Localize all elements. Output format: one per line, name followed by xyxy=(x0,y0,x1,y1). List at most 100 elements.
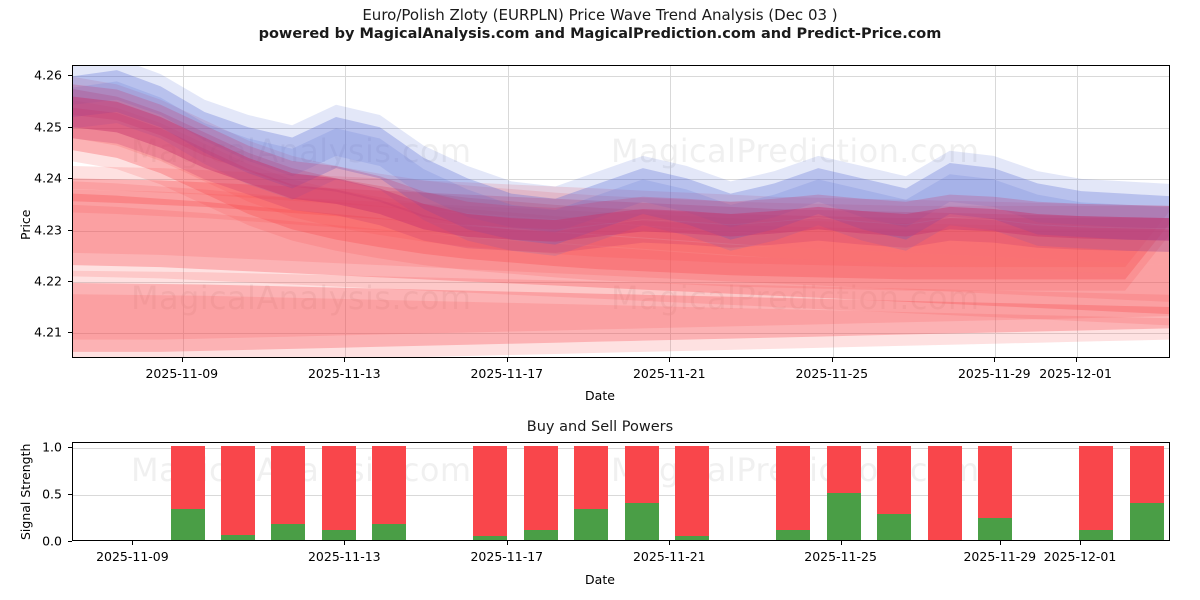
power-bar-sell-segment xyxy=(220,445,255,536)
power-bar-sell-segment xyxy=(978,445,1013,519)
page-title: Euro/Polish Zloty (EURPLN) Price Wave Tr… xyxy=(362,6,838,24)
price-gridline-v xyxy=(182,66,184,357)
wave-band-red-band-4-echo1 xyxy=(73,270,1169,340)
price-y-tick-mark xyxy=(68,332,72,334)
power-bar-buy-segment xyxy=(372,524,407,540)
price-wave-bands xyxy=(73,66,1169,357)
power-bar xyxy=(877,445,912,540)
power-gridline-h xyxy=(73,447,1169,449)
power-bar xyxy=(927,445,962,540)
wave-band-red-band-2-echo0 xyxy=(73,189,1169,277)
power-bar-buy-segment xyxy=(877,513,912,540)
price-wave-chart: MagicalAnalysis.com MagicalPrediction.co… xyxy=(72,65,1170,358)
power-x-tick-label: 2025-11-21 xyxy=(632,549,706,564)
power-bar-buy-segment xyxy=(826,492,861,540)
price-gridline-v xyxy=(670,66,672,357)
power-bar xyxy=(171,445,206,540)
power-bar-sell-segment xyxy=(271,445,306,524)
power-bar-sell-segment xyxy=(1129,445,1164,504)
power-bar xyxy=(675,445,710,540)
price-y-tick-mark xyxy=(68,280,72,282)
price-gridline-h xyxy=(73,333,1169,335)
power-x-tick-label: 2025-12-01 xyxy=(1043,549,1117,564)
power-bar xyxy=(321,445,356,540)
price-x-tick-label: 2025-11-13 xyxy=(307,366,381,381)
wave-band-blue-band-echo0 xyxy=(73,81,1169,256)
power-bar-sell-segment xyxy=(1079,445,1114,530)
power-bar-buy-segment xyxy=(171,508,206,540)
wave-band-red-band-3-echo0 xyxy=(73,204,1169,326)
price-y-tick-mark xyxy=(68,126,72,128)
power-x-tick-mark xyxy=(840,541,842,545)
price-gridline-v xyxy=(345,66,347,357)
power-chart-title: Buy and Sell Powers xyxy=(526,419,674,435)
page-subtitle: powered by MagicalAnalysis.com and Magic… xyxy=(258,26,942,42)
chart-title-block: Euro/Polish Zloty (EURPLN) Price Wave Tr… xyxy=(0,6,1200,44)
power-x-tick-mark xyxy=(999,541,1001,545)
price-x-tick-mark xyxy=(1075,358,1077,362)
power-bar-buy-segment xyxy=(271,524,306,540)
price-gridline-h xyxy=(73,281,1169,283)
wave-band-magenta-core xyxy=(73,96,1169,242)
power-x-tick-label: 2025-11-25 xyxy=(804,549,877,564)
power-bar xyxy=(978,445,1013,540)
power-bar-buy-segment xyxy=(1129,503,1164,540)
power-bar xyxy=(574,445,609,540)
power-bar-buy-segment xyxy=(1079,529,1114,540)
power-x-tick-label: 2025-11-13 xyxy=(307,549,381,564)
price-gridline-h xyxy=(73,76,1169,78)
power-x-tick-mark xyxy=(344,541,346,545)
price-y-tick-label: 4.25 xyxy=(34,119,62,135)
wave-band-red-band-1 xyxy=(73,88,1169,280)
power-bar-buy-segment xyxy=(574,508,609,540)
power-bar-sell-segment xyxy=(523,445,558,530)
power-y-tick-label: 0.0 xyxy=(42,533,62,549)
price-y-tick-label: 4.26 xyxy=(34,67,62,83)
price-y-tick-label: 4.21 xyxy=(34,324,62,340)
power-bar-sell-segment xyxy=(321,445,356,530)
power-y-tick-mark xyxy=(68,446,72,448)
power-bar-sell-segment xyxy=(171,445,206,509)
wave-band-blue-band-echo1 xyxy=(73,66,1169,233)
power-bar-sell-segment xyxy=(473,445,508,537)
price-x-tick-mark xyxy=(669,358,671,362)
power-x-tick-label: 2025-11-09 xyxy=(96,549,169,564)
wave-band-red-band-2-echo1 xyxy=(73,166,1169,253)
power-bar-buy-segment xyxy=(624,503,659,540)
price-x-tick-mark xyxy=(181,358,183,362)
price-x-tick-mark xyxy=(994,358,996,362)
price-gridline-h xyxy=(73,127,1169,129)
power-x-tick-mark xyxy=(132,541,134,545)
price-y-axis-title: Price xyxy=(18,209,33,241)
wave-band-red-band-3-echo1 xyxy=(73,181,1169,302)
price-y-tick-label: 4.24 xyxy=(34,170,62,186)
price-x-tick-label: 2025-11-17 xyxy=(470,366,544,381)
price-y-tick-label: 4.22 xyxy=(34,273,62,289)
power-y-tick-label: 1.0 xyxy=(42,439,62,455)
price-x-tick-mark xyxy=(344,358,346,362)
power-bar-sell-segment xyxy=(624,445,659,504)
power-y-tick-mark xyxy=(68,541,72,542)
price-x-tick-label: 2025-11-25 xyxy=(795,366,869,381)
power-bar-buy-segment xyxy=(675,536,710,540)
price-gridline-v xyxy=(1076,66,1078,357)
power-bar-sell-segment xyxy=(927,445,962,540)
price-gridline-h xyxy=(73,230,1169,232)
price-x-tick-mark xyxy=(831,358,833,362)
wave-band-red-band-1-echo1 xyxy=(73,76,1169,268)
power-bar-sell-segment xyxy=(372,445,407,524)
power-bar xyxy=(372,445,407,540)
price-y-tick-mark xyxy=(68,178,72,180)
power-bar-sell-segment xyxy=(877,445,912,514)
power-bar-sell-segment xyxy=(826,445,861,493)
power-bar xyxy=(826,445,861,540)
price-gridline-h xyxy=(73,179,1169,181)
price-x-tick-mark xyxy=(506,358,508,362)
power-bar-buy-segment xyxy=(523,529,558,540)
power-bar xyxy=(473,445,508,540)
wave-band-red-band-4 xyxy=(73,282,1169,352)
power-bar xyxy=(271,445,306,540)
price-y-tick-mark xyxy=(68,229,72,231)
wave-band-red-band-2 xyxy=(73,178,1169,266)
